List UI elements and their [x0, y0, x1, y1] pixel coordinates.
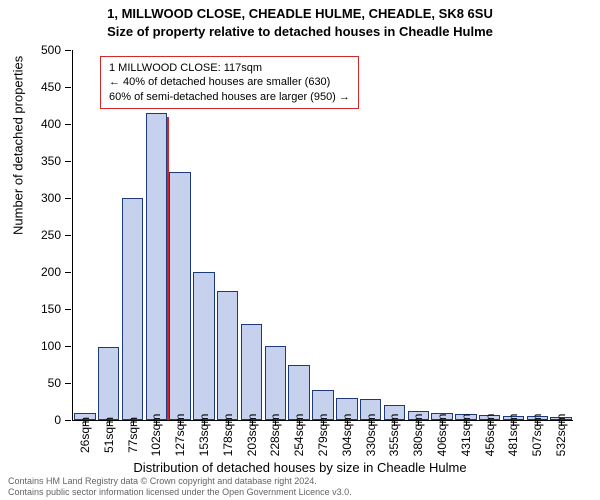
x-tick-label: 481sqm — [506, 414, 520, 457]
annotation-line: ← 40% of detached houses are smaller (63… — [109, 75, 350, 89]
x-tick-label: 203sqm — [245, 414, 259, 457]
x-tick-label: 507sqm — [530, 414, 544, 457]
annotation-line: 1 MILLWOOD CLOSE: 117sqm — [109, 61, 350, 75]
histogram-bar — [122, 198, 143, 420]
y-tick — [65, 383, 71, 384]
y-tick-label: 100 — [41, 339, 61, 353]
x-tick-label: 254sqm — [292, 414, 306, 457]
x-tick-label: 532sqm — [554, 414, 568, 457]
x-tick-label: 304sqm — [340, 414, 354, 457]
x-tick-label: 228sqm — [268, 414, 282, 457]
x-tick-label: 431sqm — [459, 414, 473, 457]
histogram-bar — [193, 272, 214, 420]
y-tick-label: 250 — [41, 228, 61, 242]
x-tick-label: 330sqm — [364, 414, 378, 457]
y-tick — [65, 87, 71, 88]
histogram-bar — [288, 365, 309, 421]
chart-title-line2: Size of property relative to detached ho… — [0, 24, 600, 39]
x-tick-label: 102sqm — [149, 414, 163, 457]
y-tick — [65, 346, 71, 347]
x-axis-title: Distribution of detached houses by size … — [0, 460, 600, 475]
y-tick-label: 200 — [41, 265, 61, 279]
y-tick-label: 350 — [41, 154, 61, 168]
chart-title-line1: 1, MILLWOOD CLOSE, CHEADLE HULME, CHEADL… — [0, 6, 600, 21]
histogram-bar — [169, 172, 190, 420]
y-tick-label: 50 — [48, 376, 61, 390]
x-tick-label: 153sqm — [197, 414, 211, 457]
y-tick — [65, 420, 71, 421]
y-tick-label: 500 — [41, 43, 61, 57]
x-tick-label: 279sqm — [316, 414, 330, 457]
x-tick-label: 380sqm — [411, 414, 425, 457]
y-tick — [65, 198, 71, 199]
y-tick-label: 450 — [41, 80, 61, 94]
y-tick — [65, 50, 71, 51]
y-tick — [65, 124, 71, 125]
footer-line: Contains HM Land Registry data © Crown c… — [8, 476, 352, 487]
footer-attribution: Contains HM Land Registry data © Crown c… — [8, 476, 352, 498]
y-tick — [65, 161, 71, 162]
property-marker-line — [167, 117, 169, 420]
x-tick-label: 26sqm — [78, 417, 92, 453]
y-tick-label: 150 — [41, 302, 61, 316]
histogram-bar — [98, 347, 119, 420]
y-tick — [65, 272, 71, 273]
x-tick-label: 456sqm — [483, 414, 497, 457]
x-tick-label: 178sqm — [221, 414, 235, 457]
histogram-bar — [241, 324, 262, 420]
annotation-box: 1 MILLWOOD CLOSE: 117sqm ← 40% of detach… — [100, 56, 359, 109]
histogram-bar — [146, 113, 167, 420]
footer-line: Contains public sector information licen… — [8, 487, 352, 498]
y-tick-label: 0 — [54, 413, 61, 427]
y-tick — [65, 235, 71, 236]
x-tick-label: 406sqm — [435, 414, 449, 457]
y-tick — [65, 309, 71, 310]
histogram-bar — [265, 346, 286, 420]
y-tick-label: 300 — [41, 191, 61, 205]
y-axis-title: Number of detached properties — [11, 56, 26, 235]
y-tick-label: 400 — [41, 117, 61, 131]
x-tick-label: 355sqm — [387, 414, 401, 457]
annotation-line: 60% of semi-detached houses are larger (… — [109, 90, 350, 104]
x-tick-label: 127sqm — [173, 414, 187, 457]
histogram-bar — [217, 291, 238, 421]
x-tick-label: 77sqm — [126, 417, 140, 453]
x-tick-label: 51sqm — [102, 417, 116, 453]
